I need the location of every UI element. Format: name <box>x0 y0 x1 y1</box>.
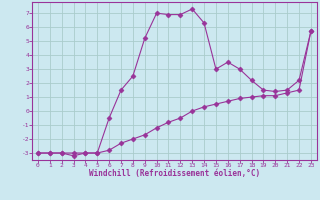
X-axis label: Windchill (Refroidissement éolien,°C): Windchill (Refroidissement éolien,°C) <box>89 169 260 178</box>
